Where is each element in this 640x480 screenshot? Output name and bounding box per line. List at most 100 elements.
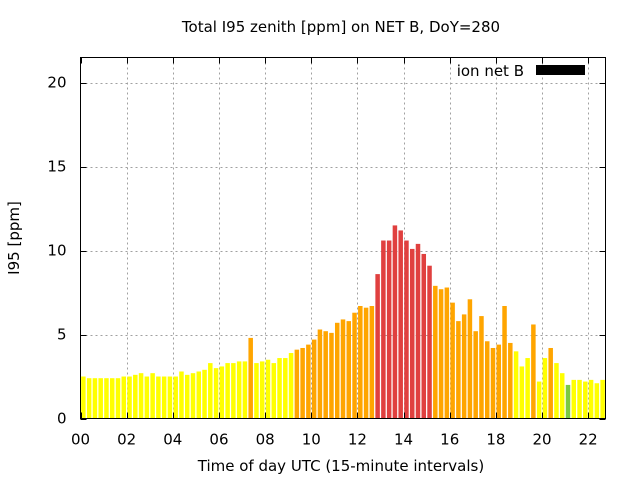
- bar: [294, 349, 300, 419]
- bar: [138, 373, 144, 419]
- bar: [444, 287, 450, 419]
- chart-title: Total I95 zenith [ppm] on NET B, DoY=280: [181, 18, 500, 36]
- grid: [80, 57, 606, 419]
- bar: [161, 376, 167, 419]
- bar: [386, 240, 392, 419]
- bar: [594, 383, 600, 419]
- bar: [196, 371, 202, 419]
- bar: [352, 312, 357, 419]
- x-tick-label: 00: [71, 431, 90, 449]
- x-tick-label: 22: [579, 431, 598, 449]
- bar: [433, 285, 438, 419]
- bar: [173, 376, 178, 419]
- bar: [323, 331, 328, 419]
- y-tick-label: 15: [47, 158, 66, 176]
- bar: [409, 248, 415, 419]
- x-tick-label: 16: [440, 431, 459, 449]
- x-axis-label: Time of day UTC (15-minute intervals): [197, 457, 484, 475]
- bar: [219, 366, 225, 419]
- bar: [248, 337, 253, 419]
- bar: [577, 379, 582, 419]
- bar: [392, 225, 398, 419]
- bar: [115, 378, 121, 419]
- bars: [81, 225, 605, 419]
- bar: [236, 361, 242, 419]
- bar: [288, 353, 294, 419]
- x-tick-label: 10: [302, 431, 321, 449]
- y-tick-label: 5: [57, 326, 67, 344]
- bar: [346, 321, 352, 419]
- bar: [438, 289, 444, 419]
- bar: [86, 378, 92, 419]
- x-tick-label: 12: [348, 431, 367, 449]
- bar: [381, 240, 386, 419]
- bar: [398, 230, 403, 419]
- x-tick-label: 02: [117, 431, 136, 449]
- bar: [208, 363, 213, 419]
- bar: [179, 371, 184, 419]
- bar: [467, 299, 473, 419]
- bar: [242, 361, 248, 419]
- bar: [421, 253, 427, 419]
- bar: [156, 376, 161, 419]
- bar: [109, 378, 115, 419]
- bar: [92, 378, 98, 419]
- bar: [588, 379, 594, 419]
- bar: [571, 379, 577, 419]
- legend: ion net B: [457, 62, 585, 80]
- bar: [329, 332, 334, 419]
- legend-swatch: [536, 65, 585, 75]
- bar: [225, 363, 230, 419]
- bar: [190, 373, 196, 419]
- x-tick-label: 18: [486, 431, 505, 449]
- bar: [81, 376, 86, 419]
- legend-label: ion net B: [457, 62, 524, 80]
- x-tick-label: 06: [209, 431, 228, 449]
- bar: [565, 384, 571, 419]
- bar: [404, 240, 409, 419]
- bar: [525, 358, 530, 419]
- bar: [513, 351, 519, 419]
- bar: [531, 324, 536, 419]
- bar: [554, 363, 559, 419]
- bar: [427, 265, 432, 419]
- bar: [104, 378, 109, 419]
- bar: [306, 344, 311, 419]
- bar: [450, 302, 455, 419]
- bar: [283, 358, 288, 419]
- bar: [375, 274, 380, 419]
- x-tick-label: 20: [532, 431, 551, 449]
- bar: [127, 376, 132, 419]
- bar: [363, 307, 369, 419]
- y-tick-label: 20: [47, 74, 66, 92]
- bar: [473, 331, 478, 419]
- bar: [583, 381, 588, 419]
- y-tick-label: 0: [57, 410, 67, 428]
- bar: [144, 376, 150, 419]
- y-axis-label: I95 [ppm]: [5, 201, 23, 275]
- bar: [334, 322, 340, 419]
- bar: [456, 321, 461, 419]
- bar: [277, 358, 282, 419]
- bar: [484, 341, 490, 419]
- bar: [98, 378, 103, 419]
- bar: [213, 368, 219, 419]
- bar: [536, 381, 542, 419]
- bar: [265, 359, 271, 419]
- bar: [502, 306, 507, 419]
- bar: [542, 358, 548, 419]
- bar: [202, 369, 207, 419]
- bar: [259, 361, 265, 419]
- bar: [490, 347, 496, 419]
- plot-frame: [80, 57, 606, 419]
- bar: [519, 366, 525, 419]
- bar: [311, 339, 317, 419]
- bar: [548, 347, 553, 419]
- bar: [559, 373, 565, 419]
- ticks: [80, 57, 606, 420]
- bar: [300, 347, 305, 419]
- bar: [167, 376, 173, 419]
- bar: [461, 314, 467, 419]
- bar: [271, 363, 277, 419]
- bar: [317, 329, 323, 419]
